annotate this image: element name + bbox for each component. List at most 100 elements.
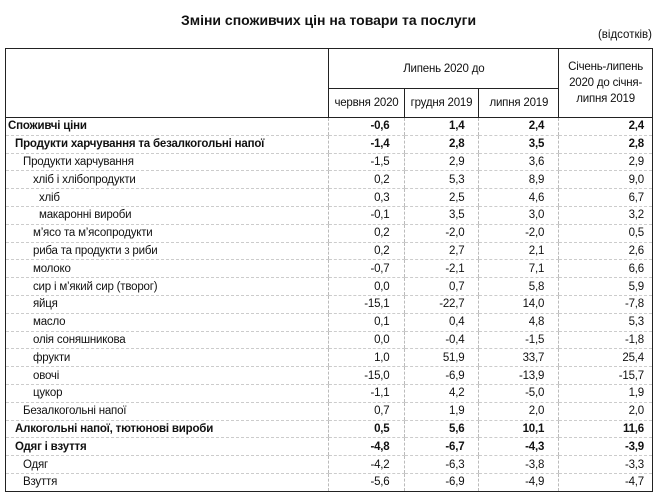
- row-value: 0,2: [328, 242, 404, 261]
- row-value: -13,9: [478, 366, 559, 385]
- row-value: -4,7: [558, 473, 653, 492]
- table-row: Алкогольні напої, тютюнові вироби 0,5 5,6 1…: [4, 420, 653, 439]
- row-value: 3,0: [478, 206, 559, 225]
- row-label: м’ясо та м’ясопродукти: [4, 224, 329, 243]
- table-row: хліб і хлібопродукти 0,2 5,3 8,9 9,0: [4, 170, 653, 190]
- row-label: хліб і хлібопродукти: [4, 170, 329, 190]
- row-value: 0,1: [328, 313, 404, 332]
- row-value: 3,2: [558, 206, 653, 225]
- row-label: сир і м’який сир (творог): [4, 277, 329, 296]
- row-value: -6,9: [403, 473, 479, 492]
- row-value: 1,4: [403, 117, 479, 136]
- row-value: -7,8: [558, 295, 653, 314]
- row-value: 2,7: [403, 242, 479, 261]
- row-value: 3,5: [403, 206, 479, 225]
- row-value: -6,7: [403, 437, 479, 457]
- row-value: 2,8: [403, 135, 479, 154]
- row-value: -1,4: [328, 135, 404, 154]
- table-row: Одяг і взуття -4,8 -6,7 -4,3 -3,9: [4, 437, 653, 457]
- row-label: Одяг і взуття: [4, 437, 329, 457]
- table-row: масло 0,1 0,4 4,8 5,3: [4, 313, 653, 332]
- row-label: масло: [4, 313, 329, 332]
- row-value: 2,0: [558, 402, 653, 421]
- table-row: Продукти харчування -1,5 2,9 3,6 2,9: [4, 153, 653, 172]
- row-value: -0,7: [328, 259, 404, 279]
- row-value: 0,2: [328, 170, 404, 190]
- header-col-july: липня 2019: [478, 88, 560, 118]
- row-value: 4,8: [478, 313, 559, 332]
- row-value: -0,1: [328, 206, 404, 225]
- row-value: 0,2: [328, 224, 404, 243]
- row-value: -1,1: [328, 384, 404, 403]
- row-value: 2,0: [478, 402, 559, 421]
- row-value: -6,9: [403, 366, 479, 385]
- row-value: 2,8: [558, 135, 653, 154]
- table-row: Продукти харчування та безалкогольні нап…: [4, 135, 653, 154]
- row-value: -2,1: [403, 259, 479, 279]
- table-row: хліб 0,3 2,5 4,6 6,7: [4, 188, 653, 207]
- row-value: 0,7: [328, 402, 404, 421]
- row-value: 1,0: [328, 348, 404, 368]
- table-row: Одяг -4,2 -6,3 -3,8 -3,3: [4, 455, 653, 474]
- row-value: 9,0: [558, 170, 653, 190]
- table-row: риба та продукти з риби 0,2 2,7 2,1 2,6: [4, 242, 653, 261]
- row-value: -15,7: [558, 366, 653, 385]
- row-value: 33,7: [478, 348, 559, 368]
- row-label: хліб: [4, 188, 329, 207]
- row-value: 4,2: [403, 384, 479, 403]
- row-value: 2,4: [558, 117, 653, 136]
- row-value: -0,4: [403, 331, 479, 350]
- row-value: 5,3: [558, 313, 653, 332]
- row-label: макаронні вироби: [4, 206, 329, 225]
- row-value: -3,9: [558, 437, 653, 457]
- row-label: фрукти: [4, 348, 329, 368]
- row-value: -22,7: [403, 295, 479, 314]
- row-label: Продукти харчування та безалкогольні нап…: [4, 135, 329, 154]
- row-value: 6,7: [558, 188, 653, 207]
- row-value: -15,1: [328, 295, 404, 314]
- header-blank: [4, 48, 330, 118]
- row-value: -4,2: [328, 455, 404, 474]
- row-value: 8,9: [478, 170, 559, 190]
- row-label: олія соняшникова: [4, 331, 329, 350]
- row-label: Взуття: [4, 473, 329, 492]
- row-value: -4,9: [478, 473, 559, 492]
- row-value: 5,9: [558, 277, 653, 296]
- row-label: Продукти харчування: [4, 153, 329, 172]
- row-value: 3,5: [478, 135, 559, 154]
- table-row: Споживчі ціни -0,6 1,4 2,4 2,4: [4, 117, 653, 136]
- row-value: 2,4: [478, 117, 559, 136]
- row-value: 5,3: [403, 170, 479, 190]
- table-row: молоко -0,7 -2,1 7,1 6,6: [4, 259, 653, 279]
- row-label: Алкогольні напої, тютюнові вироби: [4, 420, 329, 439]
- row-value: -1,8: [558, 331, 653, 350]
- row-value: 0,3: [328, 188, 404, 207]
- row-value: -6,3: [403, 455, 479, 474]
- row-value: -3,3: [558, 455, 653, 474]
- price-changes-table: Липень 2020 до Січень-липень 2020 до січ…: [4, 48, 653, 492]
- row-value: -15,0: [328, 366, 404, 385]
- unit-label: (відсотків): [597, 29, 652, 41]
- header-col-december: грудня 2019: [403, 88, 480, 118]
- row-value: 2,6: [558, 242, 653, 261]
- row-value: 1,9: [558, 384, 653, 403]
- row-value: 5,6: [403, 420, 479, 439]
- row-value: 0,5: [328, 420, 404, 439]
- row-value: 7,1: [478, 259, 559, 279]
- row-value: -4,3: [478, 437, 559, 457]
- row-value: 51,9: [403, 348, 479, 368]
- row-value: -4,8: [328, 437, 404, 457]
- row-value: -1,5: [328, 153, 404, 172]
- row-value: 1,9: [403, 402, 479, 421]
- table-row: макаронні вироби -0,1 3,5 3,0 3,2: [4, 206, 653, 225]
- table-row: овочі -15,0 -6,9 -13,9 -15,7: [4, 366, 653, 385]
- table-row: м’ясо та м’ясопродукти 0,2 -2,0 -2,0 0,5: [4, 224, 653, 243]
- table-row: сир і м’який сир (творог) 0,0 0,7 5,8 5,9: [4, 277, 653, 296]
- row-value: -0,6: [328, 117, 404, 136]
- row-value: 25,4: [558, 348, 653, 368]
- row-value: 2,9: [558, 153, 653, 172]
- row-value: 0,0: [328, 277, 404, 296]
- row-label: молоко: [4, 259, 329, 279]
- table-row: Взуття -5,6 -6,9 -4,9 -4,7: [4, 473, 653, 492]
- header-col-june: червня 2020: [328, 88, 405, 118]
